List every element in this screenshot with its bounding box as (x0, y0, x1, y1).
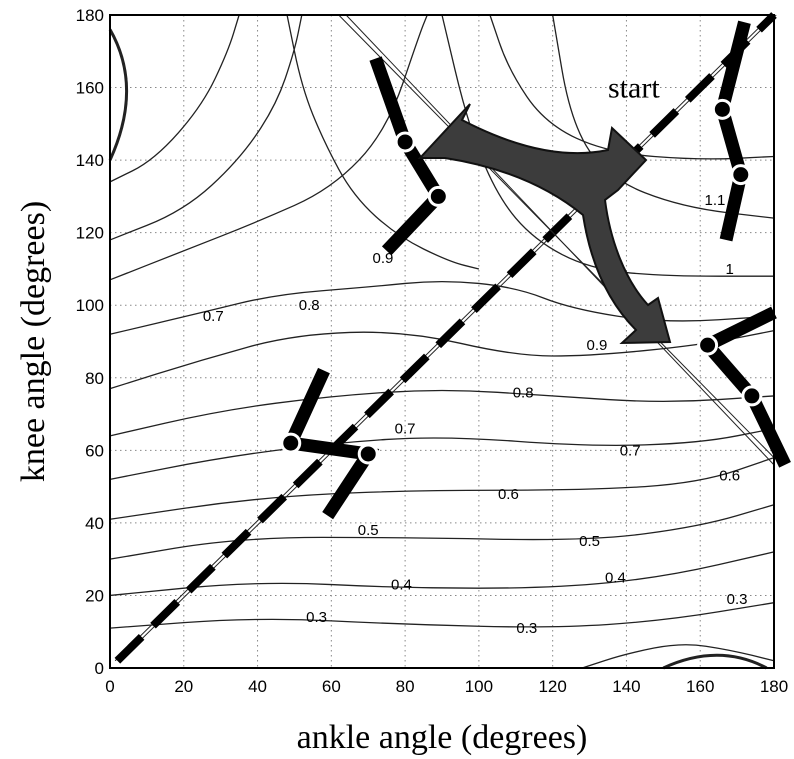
x-axis-label: ankle angle (degrees) (297, 719, 588, 756)
contour-line (109, 14, 240, 183)
y-tick-label: 0 (95, 659, 104, 678)
contour-line (662, 653, 768, 670)
contour-label: 0.3 (727, 591, 748, 608)
y-tick-label: 80 (85, 369, 104, 388)
contour-line (109, 14, 303, 241)
contour-label: 0.6 (498, 486, 519, 503)
contour-label: 0.4 (605, 569, 626, 586)
diagonal-dashed-path (114, 12, 777, 664)
plot-frame (109, 14, 775, 669)
x-tick-label: 160 (686, 677, 714, 696)
guide-line (345, 14, 775, 466)
contour-lines (108, 14, 775, 670)
contour-line (108, 28, 129, 161)
contour-label: 0.8 (513, 384, 534, 401)
contour-line (109, 14, 428, 281)
x-tick-label: 40 (248, 677, 267, 696)
joint-marker (427, 185, 449, 207)
contour-label: 0.3 (516, 620, 537, 637)
leg-segment (281, 367, 380, 520)
x-tick-label: 20 (174, 677, 193, 696)
contour-label: 0.9 (587, 337, 608, 354)
contour-line (109, 504, 775, 560)
joint-marker (394, 131, 416, 153)
x-tick-label: 0 (105, 677, 114, 696)
start-annotation: start (608, 72, 660, 105)
y-tick-label: 120 (76, 224, 104, 243)
contour-line (489, 14, 775, 160)
contour-label: 0.9 (373, 250, 394, 267)
contour-line (441, 14, 774, 277)
diagonal-path (114, 12, 777, 664)
joint-marker (730, 164, 752, 186)
y-tick-label: 100 (76, 296, 104, 315)
leg-figures (280, 20, 791, 520)
x-tick-label: 80 (396, 677, 415, 696)
y-axis-label: knee angle (degrees) (15, 201, 52, 482)
x-tick-label: 140 (612, 677, 640, 696)
joint-marker (741, 385, 763, 407)
contour-label: 0.7 (620, 442, 641, 459)
contour-label: 0.7 (203, 308, 224, 325)
joint-marker (697, 334, 719, 356)
contour-label: 0.4 (391, 577, 412, 594)
contour-label: 0.3 (306, 609, 327, 626)
contour-line (581, 644, 775, 669)
joint-marker (357, 443, 379, 465)
contour-label: 0.5 (579, 533, 600, 550)
contour-line (286, 14, 480, 270)
y-tick-label: 40 (85, 514, 104, 533)
contour-label: 0.7 (395, 421, 416, 438)
contour-line (109, 281, 775, 335)
x-tick-label: 100 (465, 677, 493, 696)
y-tick-labels: 0 20 40 60 80 100 120 140 160 180 (76, 6, 104, 678)
x-tick-label: 120 (538, 677, 566, 696)
y-tick-label: 160 (76, 79, 104, 98)
contour-line (109, 389, 775, 437)
y-tick-label: 60 (85, 441, 104, 460)
contour-line (109, 602, 775, 629)
y-tick-label: 180 (76, 6, 104, 25)
joint-marker (711, 98, 733, 120)
leg-segment (369, 56, 447, 256)
contour-label: 0.8 (299, 297, 320, 314)
x-tick-labels: 0 20 40 60 80 100 120 140 160 180 (105, 677, 788, 696)
y-tick-label: 140 (76, 151, 104, 170)
contour-label: 0.6 (719, 468, 740, 485)
contour-labels: 0.3 0.3 0.3 0.4 0.4 0.5 0.5 0.6 0.6 0.7 0.7 0.7 0.8 0… (203, 192, 748, 637)
contour-line (552, 14, 775, 219)
x-tick-label: 60 (322, 677, 341, 696)
contour-label: 1.1 (705, 192, 726, 209)
x-tick-label: 180 (760, 677, 788, 696)
joint-marker (280, 432, 302, 454)
y-tick-label: 20 (85, 586, 104, 605)
contour-label: 0.5 (358, 522, 379, 539)
contour-line (109, 329, 775, 390)
contour-label: 1 (726, 261, 734, 278)
leg-segment (715, 20, 751, 242)
trajectory-arrow (417, 103, 672, 345)
contour-line (109, 456, 775, 520)
contour-line (109, 427, 775, 480)
leg-segment (697, 306, 791, 468)
contour-line (109, 551, 775, 597)
